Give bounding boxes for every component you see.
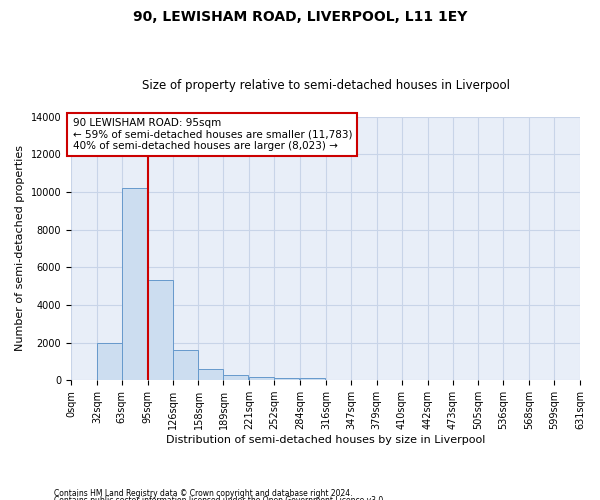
Bar: [173, 350, 197, 380]
Bar: [97, 342, 122, 380]
Bar: [274, 378, 299, 380]
Bar: [300, 378, 325, 380]
Text: 90, LEWISHAM ROAD, LIVERPOOL, L11 1EY: 90, LEWISHAM ROAD, LIVERPOOL, L11 1EY: [133, 10, 467, 24]
Y-axis label: Number of semi-detached properties: Number of semi-detached properties: [15, 146, 25, 352]
Title: Size of property relative to semi-detached houses in Liverpool: Size of property relative to semi-detach…: [142, 79, 509, 92]
Text: Contains HM Land Registry data © Crown copyright and database right 2024.: Contains HM Land Registry data © Crown c…: [54, 488, 353, 498]
Bar: [249, 377, 274, 380]
Bar: [148, 280, 173, 380]
Bar: [199, 368, 223, 380]
Text: 90 LEWISHAM ROAD: 95sqm
← 59% of semi-detached houses are smaller (11,783)
40% o: 90 LEWISHAM ROAD: 95sqm ← 59% of semi-de…: [73, 118, 352, 151]
X-axis label: Distribution of semi-detached houses by size in Liverpool: Distribution of semi-detached houses by …: [166, 435, 485, 445]
Bar: [122, 188, 147, 380]
Text: Contains public sector information licensed under the Open Government Licence v3: Contains public sector information licen…: [54, 496, 386, 500]
Bar: [223, 375, 248, 380]
